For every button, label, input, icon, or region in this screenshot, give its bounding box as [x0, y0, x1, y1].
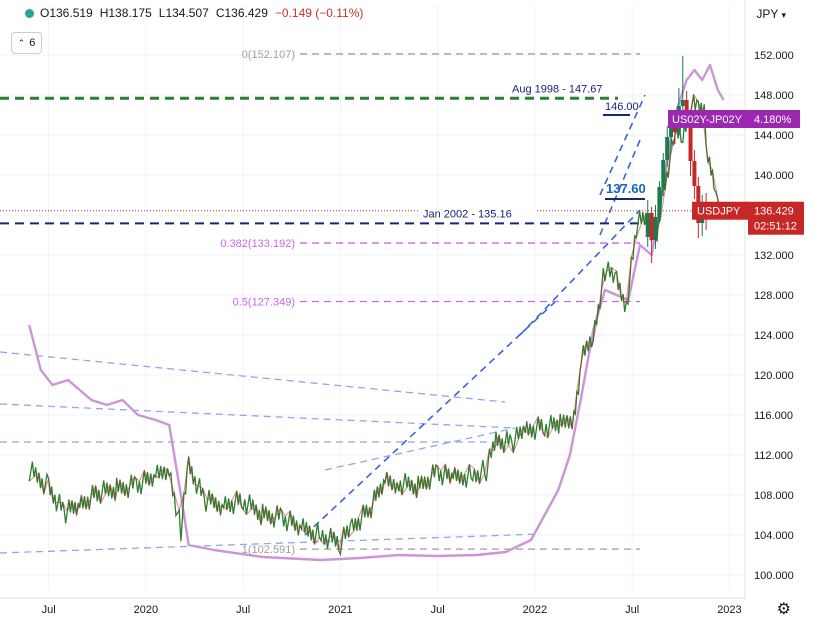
indicators-count: 6	[29, 37, 36, 49]
ohlc-legend: O136.519 H138.175 L134.507 C136.429 −0.1…	[0, 0, 370, 26]
last-value-tags: US02Y-JP02Y 4.180% USDJPY 136.429 02:51:12	[668, 110, 804, 235]
time-tick-label: 2023	[717, 604, 741, 616]
level-label-146: 146.00	[605, 101, 639, 113]
price-tick-label: 108.000	[754, 490, 794, 502]
time-axis[interactable]: Jul 2020 Jul 2021 Jul 2022 Jul 2023	[0, 597, 745, 616]
time-tick-label: Jul	[236, 604, 250, 616]
chevron-up-icon: ⌃	[17, 37, 26, 48]
jan2002-label-bg	[420, 206, 536, 221]
spread-name-tag	[668, 110, 748, 128]
currency-selector[interactable]: JPY ▾	[756, 7, 786, 21]
trend-line	[599, 94, 646, 196]
price-name-label: USDJPY	[697, 206, 741, 218]
trend-line	[304, 301, 556, 536]
price-tick-label: 140.000	[754, 170, 794, 182]
spread-name-label: US02Y-JP02Y	[672, 114, 743, 126]
indicators-toggle-button[interactable]: ⌃ 6	[11, 32, 42, 54]
trend-line	[0, 533, 541, 554]
candle-body	[688, 117, 693, 161]
fib-label-5: 0.5(127.349)	[233, 297, 295, 309]
fib-label-1: 1(102.591)	[242, 544, 295, 556]
ohlc-low: L134.507	[158, 6, 209, 20]
price-tick-label: 144.000	[754, 130, 794, 142]
trend-line	[519, 209, 641, 336]
price-tick-label: 100.000	[754, 570, 794, 582]
time-tick-label: Jul	[431, 604, 445, 616]
price-series	[28, 93, 723, 557]
candle-body	[645, 213, 650, 237]
horizontal-levels	[0, 53, 745, 550]
trend-line	[0, 351, 506, 403]
price-name-tag	[692, 201, 748, 220]
gear-icon[interactable]: ⚙	[776, 601, 791, 618]
aug1998-label-bg	[508, 81, 616, 96]
price-line-down	[28, 93, 723, 551]
price-value-label: 136.429	[754, 206, 794, 218]
price-tick-label: 120.000	[754, 370, 794, 382]
candle-body	[684, 100, 689, 117]
price-line	[28, 94, 723, 557]
price-value-tag	[748, 201, 804, 235]
aug1998-label: Aug 1998 - 147.67	[512, 83, 603, 95]
ohlc-high: H138.175	[99, 6, 152, 20]
candle-body	[692, 161, 697, 186]
jan2002-label: Jan 2002 - 135.16	[423, 208, 512, 220]
price-tick-label: 112.000	[754, 450, 793, 462]
time-tick-label: Jul	[625, 604, 639, 616]
trend-lines	[0, 94, 646, 554]
candle-body	[649, 213, 654, 240]
time-tick-label: 2021	[328, 604, 352, 616]
chevron-down-icon: ▾	[781, 10, 786, 20]
trend-line	[599, 139, 641, 236]
trend-line	[324, 427, 516, 471]
spread-value-tag	[748, 110, 800, 128]
price-tick-label: 132.000	[754, 250, 794, 262]
market-status-icon	[25, 8, 34, 18]
price-tick-label: 148.000	[754, 90, 794, 102]
time-tick-label: 2020	[134, 604, 158, 616]
ohlc-change: −0.149 (−0.11%)	[274, 6, 364, 20]
ohlc-close: C136.429	[215, 6, 268, 20]
price-countdown-label: 02:51:12	[754, 221, 797, 233]
ohlc-open: O136.519	[40, 6, 93, 20]
candle-body	[653, 217, 658, 240]
candle-body	[680, 100, 685, 106]
candle-series	[645, 56, 709, 263]
time-tick-label: 2022	[523, 604, 547, 616]
time-tick-label: Jul	[42, 604, 56, 616]
fib-label-0: 0(152.107)	[242, 49, 295, 61]
candle-body	[669, 123, 674, 137]
candle-body	[657, 187, 662, 217]
price-axis[interactable]: 152.000148.000144.000140.000136.000132.0…	[744, 0, 794, 600]
price-tick-label: 128.000	[754, 290, 794, 302]
currency-label: JPY	[756, 7, 779, 21]
price-tick-label: 152.000	[754, 50, 794, 62]
candle-body	[661, 160, 666, 187]
level-annotations: Aug 1998 - 147.67 Jan 2002 - 135.16 0(152.…	[220, 49, 645, 556]
level-label-137: 137.60	[606, 181, 646, 196]
price-tick-label: 104.000	[754, 530, 794, 542]
candle-body	[665, 137, 670, 160]
spread-value-label: 4.180%	[754, 114, 792, 126]
trend-line	[0, 403, 516, 429]
price-tick-label: 116.000	[754, 410, 793, 422]
price-tick-label: 124.000	[754, 330, 794, 342]
fib-label-382: 0.382(133.192)	[220, 238, 295, 250]
